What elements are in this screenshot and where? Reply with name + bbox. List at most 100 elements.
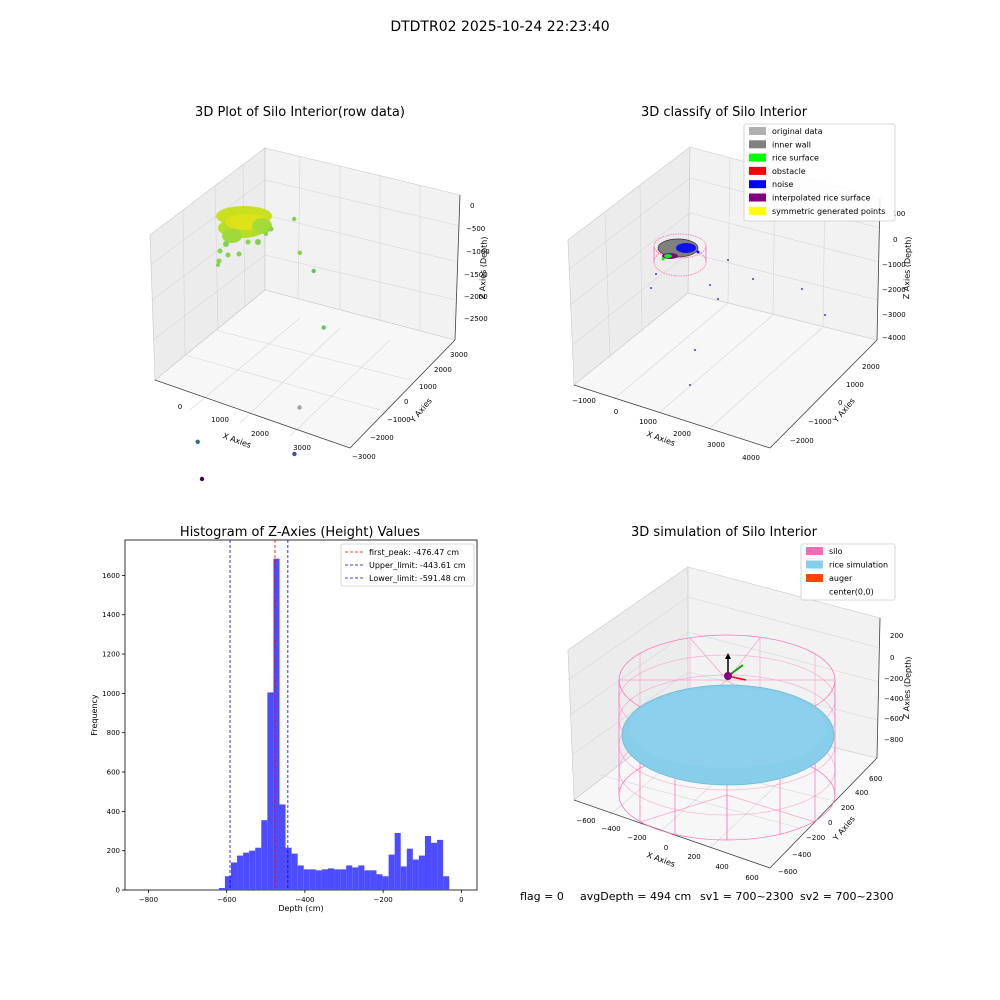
panel2-z-tick: −1000 xyxy=(882,261,906,269)
panel4-title: 3D simulation of Silo Interior xyxy=(631,525,818,540)
sv1-value: sv1 = 700~2300 xyxy=(700,890,794,903)
histogram-bar xyxy=(346,865,353,890)
histogram-bar xyxy=(255,847,262,890)
panel2-x-tick: −1000 xyxy=(572,397,596,405)
panel1-z-tick: −500 xyxy=(466,225,485,233)
panel4-z-tick: −400 xyxy=(884,695,903,703)
legend-label: center(0,0) xyxy=(829,588,874,597)
histogram-bar xyxy=(327,868,335,890)
outlier-point xyxy=(292,216,297,222)
panel-classify: 3D classify of Silo Interior xyxy=(567,105,913,462)
panel4-z-tick: 0 xyxy=(890,654,894,662)
y-tick-label: 1000 xyxy=(102,690,120,698)
flag-value: flag = 0 xyxy=(520,890,564,903)
legend-label: original data xyxy=(772,127,823,136)
panel1-x-tick: 0 xyxy=(178,403,182,411)
panel-simulation: 3D simulation of Silo Interior xyxy=(567,525,913,882)
y-tick-label: 1400 xyxy=(102,611,120,619)
histogram-bar xyxy=(406,848,413,890)
outlier-point xyxy=(292,451,297,457)
histogram-bar xyxy=(376,874,383,890)
panel4-x-label: X Axies xyxy=(645,850,676,869)
panel2-title: 3D classify of Silo Interior xyxy=(641,105,808,120)
panel2-y-tick: −1000 xyxy=(808,418,832,426)
histogram-bar xyxy=(267,692,274,890)
histogram-bar xyxy=(237,855,244,890)
histogram-bar xyxy=(218,888,225,890)
panel2-y-tick: 1000 xyxy=(846,381,864,389)
legend-label: Upper_limit: -443.61 cm xyxy=(369,561,466,570)
panel1-x-tick: 3000 xyxy=(293,444,311,452)
panel4-x-tick: 0 xyxy=(664,844,668,852)
panel2-x-label: X Axies xyxy=(645,429,676,448)
legend-swatch xyxy=(749,153,766,162)
histogram-bar xyxy=(230,862,238,890)
panel4-y-tick: −600 xyxy=(778,868,797,876)
panel1-x-label: X Axies xyxy=(221,431,252,450)
histogram-bar xyxy=(388,854,395,890)
panel2-z-tick: 100 xyxy=(892,210,905,218)
legend-label: symmetric generated points xyxy=(772,207,885,216)
panel1-y-tick: −2000 xyxy=(370,434,394,442)
outlier-point xyxy=(311,268,316,274)
histogram-y-ticks: 0 200 400 600 800 1000 1200 1400 1600 xyxy=(102,572,125,895)
legend-swatch xyxy=(806,560,823,569)
panel4-z-tick: −200 xyxy=(884,675,903,683)
histogram-bar xyxy=(309,869,316,890)
histogram-bar xyxy=(424,835,432,890)
panel4-tick-labels: −600 −400 −200 0 200 400 600 −600 −400 −… xyxy=(576,632,903,882)
histogram-bar xyxy=(279,804,286,890)
histogram-bar xyxy=(273,558,280,890)
histogram-bar xyxy=(370,870,377,890)
histogram-bar xyxy=(315,870,322,890)
x-tick-label: −400 xyxy=(295,896,314,904)
y-tick-label: 600 xyxy=(107,769,120,777)
legend-label: noise xyxy=(772,180,793,189)
outlier-point xyxy=(199,476,205,482)
histogram-bar xyxy=(334,869,341,890)
legend-label: rice simulation xyxy=(829,561,888,570)
figure-suptitle: DTDTR02 2025-10-24 22:23:40 xyxy=(390,19,609,35)
histogram-threshold-lines xyxy=(229,540,289,890)
x-tick-label: 0 xyxy=(459,896,463,904)
legend-label: rice surface xyxy=(772,154,819,163)
panel2-x-tick: 0 xyxy=(614,408,618,416)
panel4-x-tick: −600 xyxy=(576,817,595,825)
panel2-x-tick: 1000 xyxy=(639,418,657,426)
panel1-y-tick: 0 xyxy=(404,398,408,406)
y-tick-label: 1200 xyxy=(102,651,120,659)
panel4-x-tick: 600 xyxy=(745,874,758,882)
histogram-bar xyxy=(364,870,371,890)
histogram-bar xyxy=(291,853,298,890)
legend-swatch xyxy=(806,547,823,555)
panel3-title: Histogram of Z-Axies (Height) Values xyxy=(180,525,420,540)
legend-label: inner wall xyxy=(772,140,811,149)
histogram-bar xyxy=(285,847,292,890)
histogram-bar xyxy=(243,852,250,890)
outlier-point xyxy=(321,325,326,330)
panel4-y-tick: −200 xyxy=(806,834,825,842)
histogram-bar xyxy=(303,869,310,890)
legend-label: interpolated rice surface xyxy=(772,194,870,203)
panel2-z-tick: 0 xyxy=(893,236,897,244)
histogram-bar xyxy=(249,850,256,890)
panel4-y-tick: −400 xyxy=(792,851,811,859)
histogram-x-label: Depth (cm) xyxy=(278,904,323,913)
histogram-bar xyxy=(224,876,231,890)
histogram-bar xyxy=(382,876,389,890)
panel-histogram: Histogram of Z-Axies (Height) Values −80… xyxy=(90,525,478,913)
panel1-y-tick: 1000 xyxy=(419,383,437,391)
panel4-y-tick: 400 xyxy=(855,789,868,797)
panel2-x-tick: 2000 xyxy=(673,430,691,438)
histogram-bar xyxy=(321,869,328,890)
y-tick-label: 0 xyxy=(116,887,120,895)
panel1-title: 3D Plot of Silo Interior(row data) xyxy=(195,105,405,120)
histogram-bar xyxy=(352,867,359,890)
panel1-x-tick: 1000 xyxy=(211,416,229,424)
panel2-z-tick: −3000 xyxy=(882,311,906,319)
legend-label: first_peak: -476.47 cm xyxy=(369,548,459,557)
x-tick-label: −600 xyxy=(217,896,236,904)
panel1-z-label: Z Axies (Depth) xyxy=(478,236,489,299)
avg-depth-value: avgDepth = 494 cm xyxy=(580,890,691,903)
